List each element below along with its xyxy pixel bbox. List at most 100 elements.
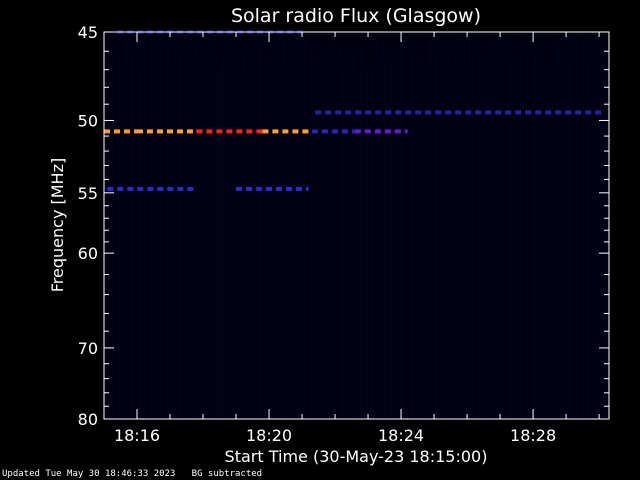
- emission-dash: [147, 129, 153, 134]
- emission-dash: [331, 129, 338, 134]
- emission-dash: [335, 110, 342, 115]
- noise-streak: [274, 33, 275, 419]
- x-axis-ticks: 18:16 18:20 18:24 18:28: [103, 32, 600, 445]
- noise-streak: [112, 52, 113, 420]
- emission-dash: [394, 129, 401, 134]
- y-tick-label: 55: [78, 184, 98, 203]
- emission-dash: [137, 186, 144, 191]
- noise-streaks: [106, 32, 608, 420]
- noise-streak: [211, 37, 212, 420]
- noise-streak: [271, 65, 272, 420]
- noise-streak: [439, 38, 440, 419]
- noise-streak: [490, 48, 491, 420]
- noise-streak: [604, 58, 605, 420]
- noise-streak: [319, 69, 320, 420]
- emission-dash: [114, 129, 120, 134]
- noise-streak: [331, 34, 332, 420]
- noise-streak: [376, 35, 377, 419]
- emission-dash: [262, 129, 269, 134]
- noise-streak: [412, 52, 413, 420]
- chart-title: Solar radio Flux (Glasgow): [231, 5, 481, 27]
- noise-streak: [607, 66, 608, 419]
- noise-streak: [424, 68, 425, 420]
- noise-streak: [169, 69, 170, 419]
- x-tick-label: 18:20: [246, 426, 292, 445]
- emission-dash: [266, 186, 272, 191]
- noise-streak: [592, 51, 593, 419]
- noise-streak: [370, 71, 371, 419]
- emission-dash: [177, 129, 183, 134]
- noise-streak: [433, 48, 434, 420]
- emission-dash: [311, 129, 318, 134]
- noise-streak: [154, 71, 155, 419]
- emission-dash: [364, 129, 371, 134]
- noise-streak: [394, 46, 395, 419]
- noise-streak: [448, 33, 449, 419]
- noise-streak: [238, 70, 239, 419]
- noise-streak: [466, 61, 467, 419]
- noise-streak: [526, 54, 527, 419]
- noise-streak: [556, 45, 557, 419]
- emission-dash: [404, 129, 408, 134]
- emission-dash: [246, 186, 252, 191]
- noise-streak: [214, 62, 215, 420]
- noise-streak: [151, 43, 152, 419]
- emission-dash: [425, 110, 432, 115]
- emission-dash: [292, 129, 299, 134]
- emission-dash: [395, 110, 402, 115]
- emission-dash: [117, 186, 124, 191]
- y-axis-ticks: 45 50 55 60 70 80: [78, 23, 609, 429]
- y-tick-label: 60: [78, 244, 98, 263]
- noise-streak: [397, 71, 398, 419]
- noise-streak: [481, 57, 482, 420]
- noise-streak: [124, 35, 125, 420]
- noise-streak: [541, 37, 542, 419]
- noise-streak: [133, 51, 134, 419]
- noise-streak: [160, 45, 161, 419]
- noise-streak: [310, 48, 311, 420]
- emission-dash: [177, 186, 184, 191]
- noise-streak: [565, 71, 566, 420]
- noise-streak: [187, 35, 188, 419]
- noise-streak: [235, 61, 236, 420]
- noise-streak: [289, 51, 290, 420]
- noise-streak: [415, 47, 416, 419]
- emission-dash: [345, 110, 352, 115]
- x-axis-label: Start Time (30-May-23 18:15:00): [225, 447, 488, 466]
- emission-dash: [354, 129, 361, 134]
- noise-streak: [130, 38, 131, 420]
- noise-streak: [361, 48, 362, 419]
- noise-streak: [559, 41, 560, 419]
- noise-streak: [457, 36, 458, 419]
- noise-streak: [163, 62, 164, 419]
- emission-dash: [385, 110, 392, 115]
- emission-dash: [565, 110, 572, 115]
- emission-dash: [296, 186, 302, 191]
- emission-dash: [485, 110, 492, 115]
- noise-streak: [244, 49, 245, 419]
- noise-streak: [250, 66, 251, 419]
- emission-dash: [306, 186, 309, 191]
- emission-dash: [282, 129, 289, 134]
- plot-frame: [103, 31, 610, 420]
- noise-streak: [409, 32, 410, 419]
- noise-streak: [469, 33, 470, 419]
- emission-dash: [276, 186, 282, 191]
- noise-streak: [298, 37, 299, 419]
- noise-streak: [532, 61, 533, 419]
- emission-dash: [374, 129, 381, 134]
- emission-dash: [595, 110, 602, 115]
- noise-streak: [268, 66, 269, 419]
- emission-dash: [167, 186, 174, 191]
- noise-streak: [571, 34, 572, 420]
- noise-streak: [148, 54, 149, 420]
- noise-streak: [283, 37, 284, 419]
- emission-dash: [286, 186, 292, 191]
- noise-streak: [208, 41, 209, 420]
- noise-streak: [400, 38, 401, 419]
- noise-streak: [256, 63, 257, 419]
- noise-streak: [220, 66, 221, 420]
- noise-streak: [355, 59, 356, 420]
- noise-streak: [262, 38, 263, 420]
- x-tick-label: 18:16: [114, 426, 160, 445]
